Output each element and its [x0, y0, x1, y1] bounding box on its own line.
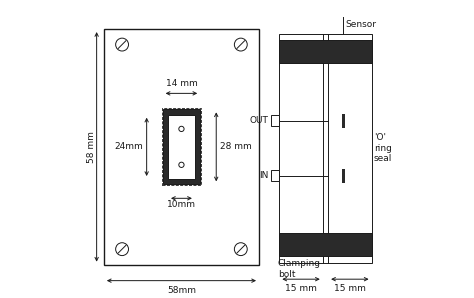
Text: OUT: OUT — [249, 116, 268, 125]
Bar — [163, 109, 200, 184]
Text: 15 mm: 15 mm — [334, 285, 366, 294]
Text: 28 mm: 28 mm — [220, 142, 252, 151]
Bar — [271, 115, 279, 126]
Circle shape — [179, 126, 184, 131]
Bar — [342, 169, 345, 183]
Text: Sensor: Sensor — [346, 20, 377, 30]
Bar — [162, 108, 201, 185]
Bar — [168, 115, 195, 179]
Text: 58 mm: 58 mm — [87, 131, 96, 163]
Bar — [279, 41, 372, 63]
Bar — [279, 233, 372, 256]
Bar — [104, 29, 259, 265]
Circle shape — [234, 38, 247, 51]
Circle shape — [179, 162, 184, 167]
Circle shape — [116, 38, 128, 51]
Text: 14 mm: 14 mm — [165, 79, 197, 88]
Text: 58mm: 58mm — [167, 286, 196, 295]
Circle shape — [234, 243, 247, 256]
Text: 10mm: 10mm — [167, 200, 196, 209]
Bar — [342, 114, 345, 128]
Circle shape — [116, 243, 128, 256]
Text: 24mm: 24mm — [114, 142, 143, 151]
Text: 15 mm: 15 mm — [285, 285, 317, 294]
Text: Clamping
bolt: Clamping bolt — [278, 259, 321, 279]
Text: IN: IN — [259, 171, 268, 180]
Bar — [271, 170, 279, 181]
Text: 'O'
ring
seal: 'O' ring seal — [374, 134, 392, 163]
Bar — [279, 34, 372, 263]
